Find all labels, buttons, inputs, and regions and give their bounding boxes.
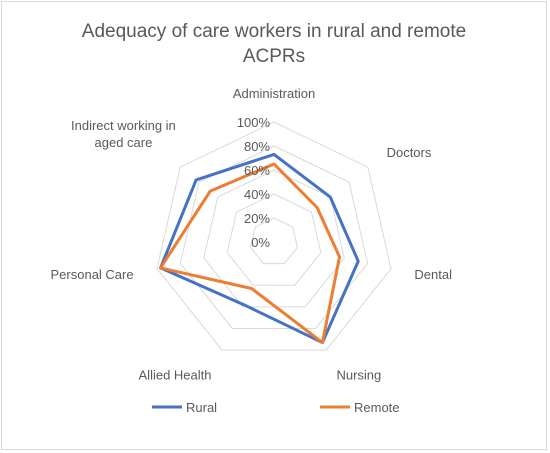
category-labels: Administration Doctors Dental Nursing Allied…: [51, 86, 453, 383]
grid-ring: [226, 193, 322, 286]
category-label-line: Dental: [414, 267, 452, 282]
series-line-remote: [159, 162, 342, 345]
tick-label: 60%: [244, 163, 270, 178]
grid-ring: [156, 121, 392, 351]
category-label-line: Allied Health: [139, 368, 212, 383]
category-label-line: Nursing: [336, 368, 381, 383]
chart-title: Adequacy of care workers in rural and re…: [82, 21, 466, 67]
grid-ring: [250, 217, 298, 265]
category-label: Allied Health: [139, 368, 212, 383]
series-line-rural: [159, 152, 360, 345]
category-label: Nursing: [336, 368, 381, 383]
category-label: Dental: [414, 267, 452, 282]
radar-series: [159, 152, 360, 345]
category-label-line: aged care: [95, 135, 153, 150]
category-label: Administration: [233, 86, 315, 101]
category-label: Indirect working in aged care: [71, 118, 176, 150]
grid-ring: [179, 145, 369, 329]
tick-label: 80%: [244, 139, 270, 154]
category-label: Personal Care: [51, 267, 134, 282]
tick-label: 0%: [251, 235, 270, 250]
radial-axis-ticks: 0% 20% 40% 60% 80% 100%: [237, 115, 271, 250]
chart-title-line: ACPRs: [243, 46, 305, 67]
chart-legend: Rural Remote: [152, 400, 400, 415]
legend-label: Rural: [186, 400, 217, 415]
tick-label: 20%: [244, 211, 270, 226]
legend-item-remote: Remote: [320, 400, 400, 415]
category-label: Doctors: [387, 145, 432, 160]
legend-item-rural: Rural: [152, 400, 217, 415]
category-label-line: Doctors: [387, 145, 432, 160]
tick-label: 100%: [237, 115, 271, 130]
legend-label: Remote: [354, 400, 400, 415]
category-label-line: Indirect working in: [71, 118, 176, 133]
chart-title-line: Adequacy of care workers in rural and re…: [82, 21, 466, 42]
tick-label: 40%: [244, 187, 270, 202]
category-label-line: Administration: [233, 86, 315, 101]
category-label-line: Personal Care: [51, 267, 134, 282]
